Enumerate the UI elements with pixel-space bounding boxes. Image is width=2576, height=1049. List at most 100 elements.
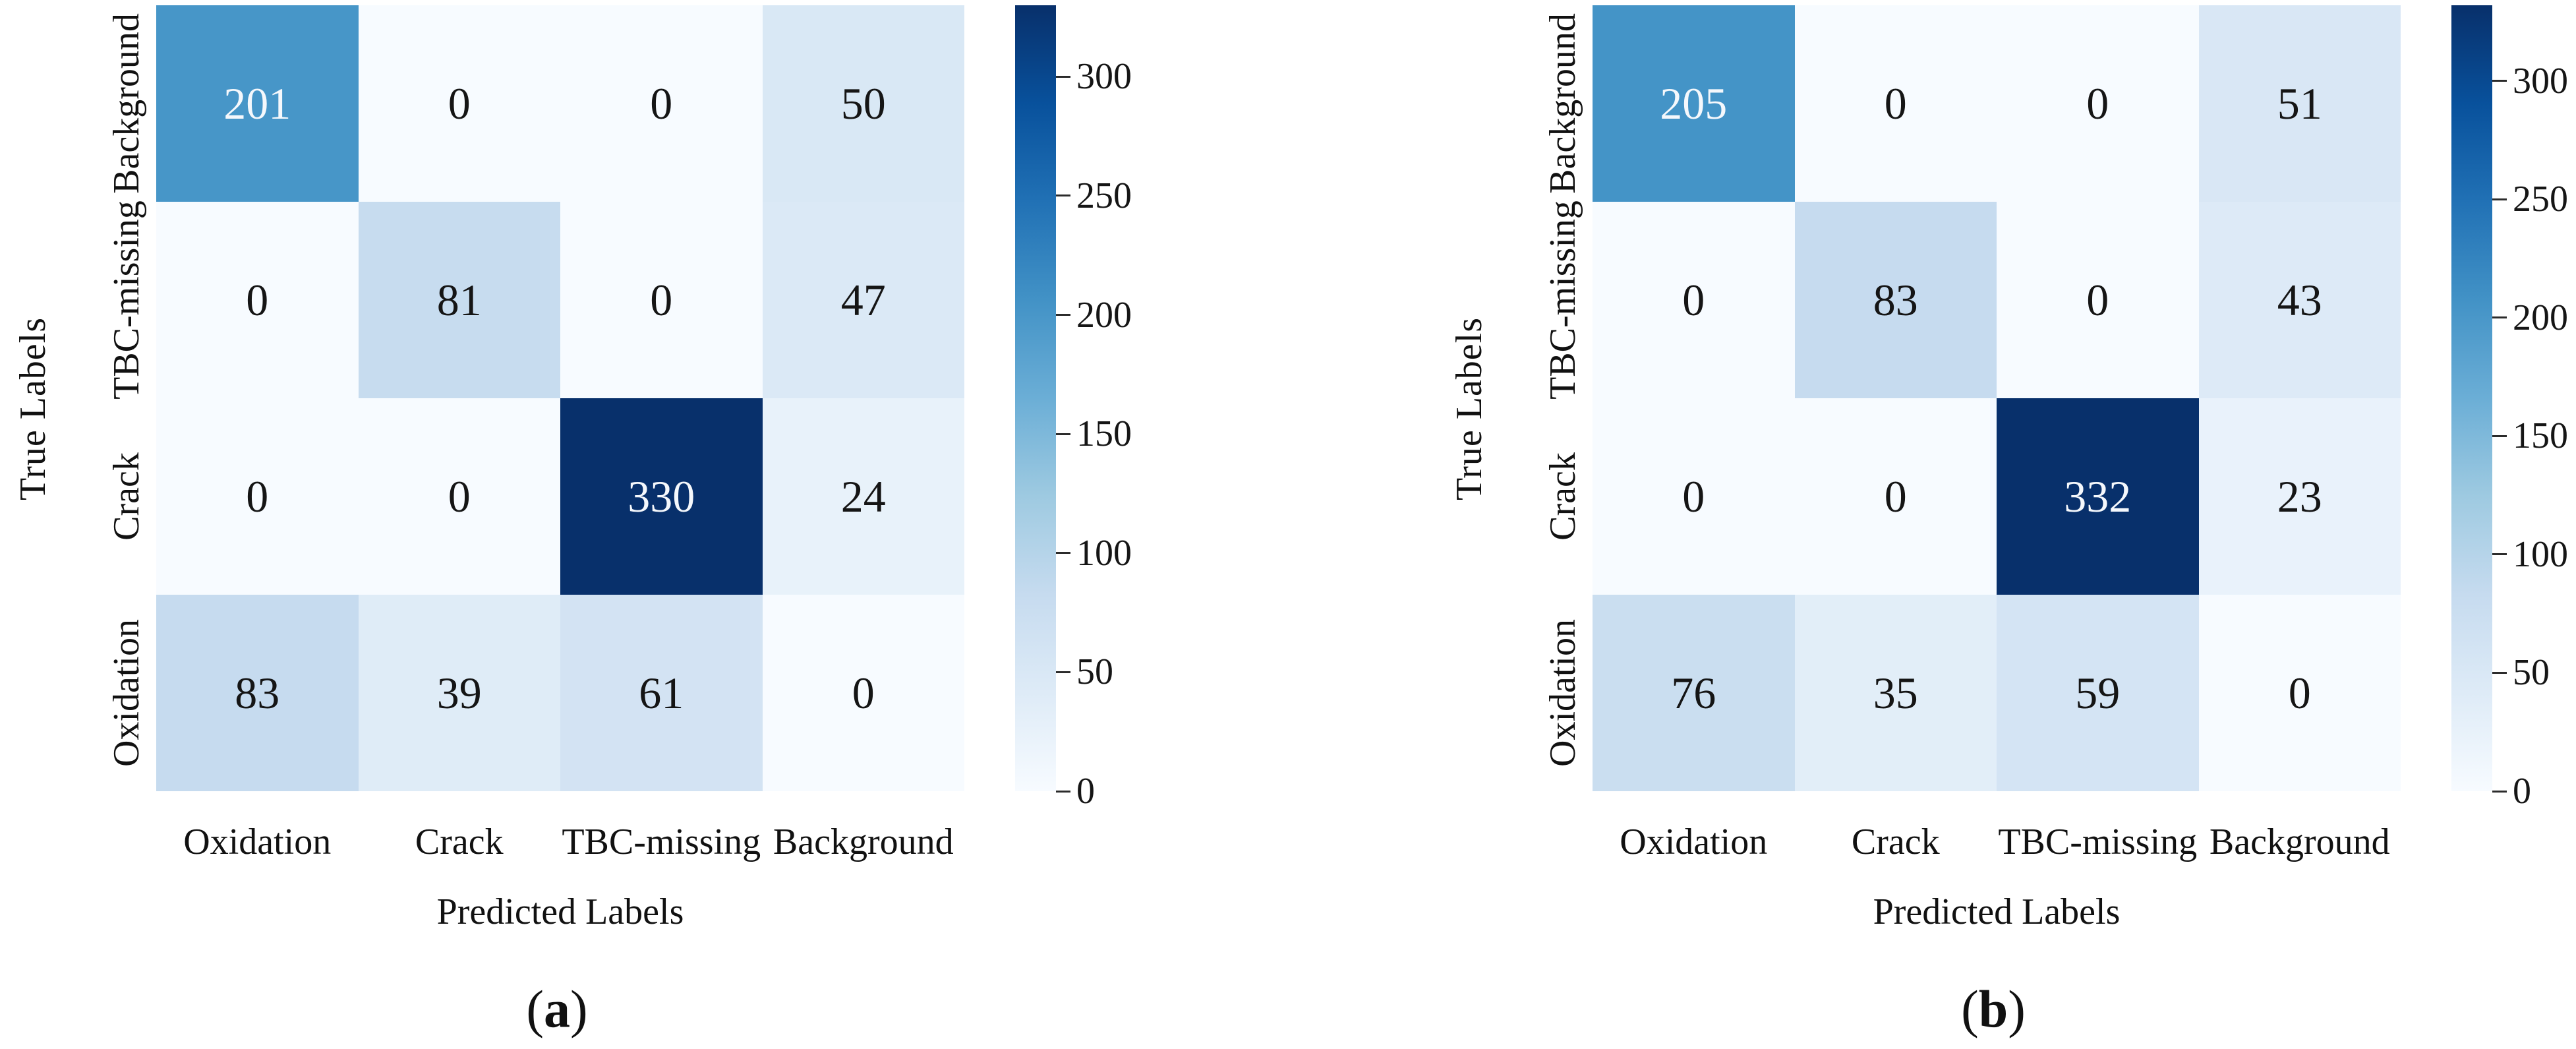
- colorbar-tick: 300: [2492, 63, 2568, 100]
- colorbar-tick: 150: [1056, 415, 1132, 452]
- y-tick-label: Oxidation: [1542, 619, 1583, 767]
- colorbar-tick-mark: [1056, 433, 1070, 435]
- heatmap-cell: 47: [762, 202, 964, 398]
- heatmap-cell: 0: [1794, 398, 1997, 595]
- heatmap-cell: 50: [762, 5, 964, 202]
- heatmap-cell: 76: [1593, 595, 1795, 791]
- colorbar: 0 50 100 150 200 250 300: [2451, 5, 2576, 810]
- heatmap-cell: 0: [560, 202, 763, 398]
- heatmap-grid: 201 0 0 50 0 81 0 47 0 0 330 24 83 39 61 0: [156, 5, 964, 791]
- heatmap-cell: 332: [1997, 398, 2199, 595]
- colorbar-tick: 0: [2492, 773, 2531, 810]
- colorbar-tick-label: 100: [2513, 533, 2568, 575]
- colorbar-gradient: [1015, 5, 1056, 791]
- colorbar-tick-mark: [2492, 435, 2507, 437]
- colorbar-tick-mark: [1056, 75, 1070, 78]
- heatmap-cell: 0: [358, 398, 560, 595]
- x-tick-label: Background: [2209, 822, 2390, 862]
- caption-letter: a: [544, 980, 570, 1039]
- heatmap-cell: 23: [2198, 398, 2401, 595]
- colorbar-tick-label: 250: [1076, 175, 1132, 216]
- heatmap-grid: 205 0 0 51 0 83 0 43 0 0 332 23 76 35 59 0: [1593, 5, 2401, 791]
- colorbar-tick-label: 250: [2513, 179, 2568, 220]
- colorbar-tick-label: 0: [2513, 771, 2531, 812]
- x-tick-label: Crack: [1851, 822, 1940, 862]
- heatmap-cell: 24: [762, 398, 964, 595]
- heatmap-cell: 51: [2198, 5, 2401, 202]
- colorbar-tick-mark: [1056, 314, 1070, 316]
- heatmap-cell: 201: [156, 5, 359, 202]
- colorbar-tick-label: 200: [1076, 294, 1132, 336]
- caption-open-paren: (: [526, 980, 544, 1039]
- heatmap-cell: 83: [156, 595, 359, 791]
- heatmap-cell: 330: [560, 398, 763, 595]
- colorbar-tick-mark: [2492, 198, 2507, 200]
- heatmap-cell: 0: [358, 5, 560, 202]
- colorbar-tick-mark: [2492, 671, 2507, 674]
- colorbar-tick: 200: [2492, 299, 2568, 336]
- caption-close-paren: ): [570, 980, 588, 1039]
- heatmap-cell: 0: [560, 5, 763, 202]
- colorbar-tick-mark: [2492, 553, 2507, 556]
- x-tick-label: Crack: [415, 822, 504, 862]
- caption-close-paren: ): [2008, 980, 2026, 1039]
- confusion-matrix-panel-a: True Labels Background TBC-missing Crack Ox…: [13, 5, 1266, 1040]
- y-tick-label: Crack: [1542, 452, 1583, 541]
- subfigure-caption: (b): [1961, 980, 2026, 1040]
- colorbar-tick-mark: [1056, 552, 1070, 554]
- heatmap-cell: 81: [358, 202, 560, 398]
- colorbar-tick: 250: [2492, 181, 2568, 218]
- heatmap-cell: 39: [358, 595, 560, 791]
- x-axis-title: Predicted Labels: [436, 891, 684, 932]
- colorbar-tick: 100: [2492, 536, 2568, 573]
- colorbar-tick: 100: [1056, 535, 1132, 572]
- colorbar-tick-label: 150: [1076, 413, 1132, 455]
- colorbar-tick-label: 300: [2513, 60, 2568, 102]
- x-axis-title: Predicted Labels: [1873, 891, 2121, 932]
- colorbar-gradient: [2451, 5, 2492, 791]
- heatmap-cell: 0: [1997, 202, 2199, 398]
- subfigure-caption: (a): [526, 980, 587, 1040]
- colorbar-tick: 50: [2492, 654, 2550, 691]
- colorbar-tick-label: 200: [2513, 297, 2568, 338]
- colorbar-tick-label: 0: [1076, 771, 1095, 812]
- heatmap-cell: 0: [762, 595, 964, 791]
- y-axis-title: True Labels: [13, 316, 53, 501]
- colorbar-tick-mark: [1056, 195, 1070, 197]
- colorbar-tick-label: 50: [2513, 652, 2550, 694]
- colorbar-tick: 150: [2492, 417, 2568, 454]
- heatmap-cell: 61: [560, 595, 763, 791]
- heatmap-cell: 83: [1794, 202, 1997, 398]
- y-tick-label: Background: [106, 13, 147, 194]
- x-tick-label: Oxidation: [183, 822, 332, 862]
- heatmap-cell: 0: [1997, 5, 2199, 202]
- caption-open-paren: (: [1961, 980, 1979, 1039]
- heatmap-cell: 0: [2198, 595, 2401, 791]
- x-tick-label: TBC-missing: [1998, 822, 2198, 862]
- heatmap-cell: 43: [2198, 202, 2401, 398]
- colorbar: 0 50 100 150 200 250 300: [1015, 5, 1266, 810]
- colorbar-tick-label: 100: [1076, 532, 1132, 574]
- heatmap-cell: 0: [1794, 5, 1997, 202]
- y-tick-label: TBC-missing: [1542, 200, 1583, 400]
- heatmap-cell: 0: [156, 398, 359, 595]
- colorbar-tick-mark: [2492, 316, 2507, 319]
- heatmap-cell: 35: [1794, 595, 1997, 791]
- colorbar-tick-mark: [2492, 790, 2507, 793]
- y-tick-label: Background: [1542, 13, 1583, 194]
- heatmap-cell: 205: [1593, 5, 1795, 202]
- heatmap-cell: 0: [1593, 398, 1795, 595]
- y-tick-label: Crack: [106, 452, 147, 541]
- colorbar-tick: 300: [1056, 58, 1132, 95]
- colorbar-tick-label: 300: [1076, 56, 1132, 98]
- x-tick-label: Background: [773, 822, 954, 862]
- heatmap-cell: 59: [1997, 595, 2199, 791]
- x-tick-label: TBC-missing: [562, 822, 761, 862]
- colorbar-tick: 0: [1056, 773, 1095, 810]
- colorbar-tick-mark: [1056, 790, 1070, 793]
- heatmap-cell: 0: [156, 202, 359, 398]
- x-tick-label: Oxidation: [1620, 822, 1768, 862]
- colorbar-tick-mark: [1056, 671, 1070, 673]
- colorbar-tick-label: 150: [2513, 415, 2568, 457]
